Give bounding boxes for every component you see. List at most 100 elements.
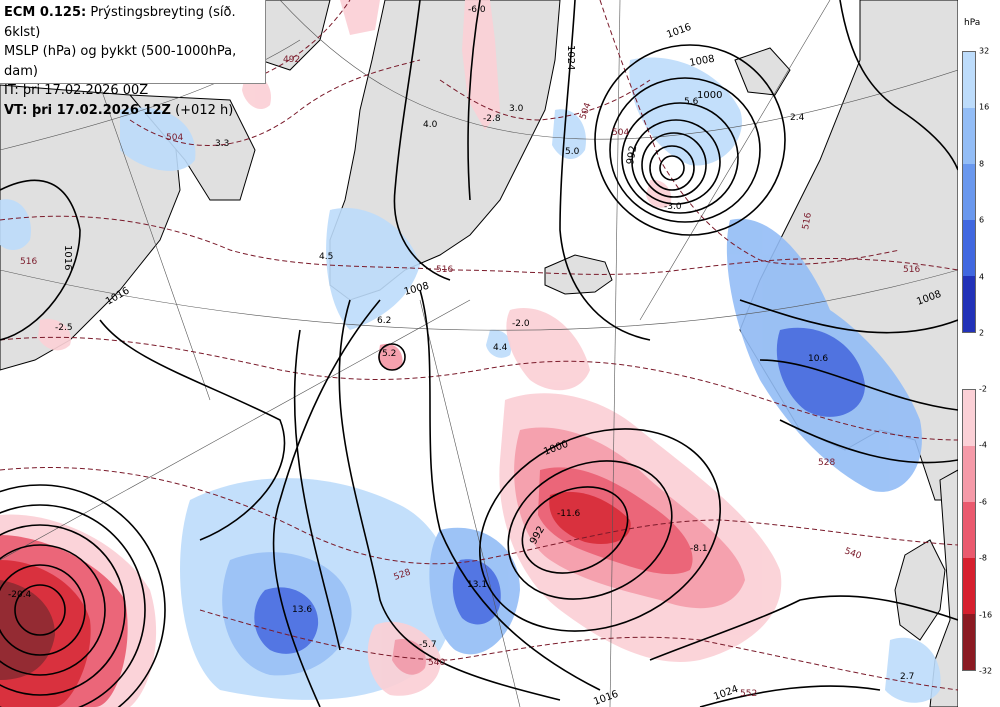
legend-tick: -6 bbox=[979, 497, 987, 507]
thickness-label: 540 bbox=[428, 658, 445, 668]
model-name: ECM 0.125: bbox=[4, 5, 87, 20]
color-legend: hPa 32 16 8 6 4 2 -2 -4 -6 -8 -16 -32 bbox=[958, 0, 1000, 707]
tendency-value: -2.0 bbox=[512, 319, 530, 329]
tendency-value: -11.6 bbox=[557, 509, 581, 519]
low-center-isobar bbox=[649, 145, 695, 191]
valid-time: VT: þri 17.02.2026 12Z bbox=[4, 102, 171, 118]
tendency-value: 3.0 bbox=[509, 104, 524, 114]
legend-tick: -2 bbox=[979, 384, 987, 394]
thickness-label: 516 bbox=[436, 265, 453, 275]
high-center-isobar bbox=[0, 544, 106, 676]
thickness-label: 492 bbox=[283, 55, 300, 65]
isobar-label: 1016 bbox=[665, 22, 693, 41]
fall-area bbox=[340, 0, 380, 35]
title-line: ECM 0.125: Prýstingsbreyting (síð. 6klst… bbox=[4, 3, 261, 42]
tendency-value: 4.5 bbox=[319, 252, 333, 262]
tendency-value: 5.2 bbox=[382, 349, 396, 359]
rise-area bbox=[776, 327, 865, 417]
fall-area bbox=[378, 343, 403, 371]
british-isles bbox=[894, 539, 946, 641]
svalbard-landmass bbox=[734, 47, 791, 96]
legend-tick: -4 bbox=[979, 440, 987, 450]
high-center-isobar bbox=[0, 484, 166, 707]
legend-tick: -16 bbox=[979, 610, 993, 620]
rise-area bbox=[629, 57, 742, 166]
isobar-contours bbox=[0, 0, 958, 707]
high-center-isobar bbox=[0, 524, 126, 696]
thickness-label: 516 bbox=[801, 212, 814, 231]
tendency-value: -2.5 bbox=[55, 323, 73, 333]
tendency-value: -6.0 bbox=[468, 5, 486, 15]
tendency-value: 5.6 bbox=[684, 97, 699, 107]
legend-unit: hPa bbox=[964, 18, 981, 28]
rise-area bbox=[486, 329, 512, 358]
low-iceland-isobar bbox=[521, 486, 629, 574]
map-info-box: ECM 0.125: Prýstingsbreyting (síð. 6klst… bbox=[0, 0, 266, 118]
low-center-isobar bbox=[659, 155, 685, 181]
low-iceland-isobar bbox=[479, 428, 721, 632]
tendency-value: 6.2 bbox=[377, 316, 391, 326]
thickness-label: 552 bbox=[740, 689, 757, 699]
rise-area bbox=[120, 107, 196, 171]
thickness-label: 504 bbox=[578, 101, 593, 121]
isobar-label: 1008 bbox=[689, 54, 716, 69]
low-center-isobar bbox=[594, 44, 786, 236]
isobar-label: 992 bbox=[625, 145, 639, 166]
legend-tick: 8 bbox=[979, 159, 985, 169]
weather-map: 1016 1024 1016 1008 1000 992 1008 1016 1… bbox=[0, 0, 958, 707]
rise-area bbox=[0, 199, 31, 250]
tendency-value: -20.4 bbox=[8, 590, 32, 600]
pressure-fall-shading bbox=[0, 0, 782, 707]
thickness-label: 516 bbox=[903, 265, 920, 275]
rise-area bbox=[326, 208, 420, 330]
low-iceland-isobar bbox=[507, 460, 673, 600]
rise-area bbox=[552, 109, 586, 160]
tendency-value: 4.4 bbox=[493, 343, 508, 353]
thickness-label: 516 bbox=[20, 257, 37, 267]
thickness-label: 504 bbox=[166, 133, 183, 143]
tendency-values: -6.0 -2.8 3.0 5.0 4.0 3.3 5.6 2.4 -3.0 4… bbox=[8, 5, 914, 682]
tendency-value: 4.0 bbox=[423, 120, 438, 130]
tendency-value: -2.8 bbox=[483, 114, 501, 124]
high-center-isobar bbox=[14, 584, 66, 636]
low-center-isobar bbox=[631, 119, 721, 205]
isobar-label: 1016 bbox=[592, 689, 620, 707]
lead-time: (+012 h) bbox=[175, 102, 234, 118]
fall-area bbox=[462, 0, 500, 130]
tendency-value: 13.1 bbox=[467, 580, 487, 590]
valid-line: VT: þri 17.02.2026 12Z (+012 h) bbox=[4, 101, 261, 121]
high-center-isobar bbox=[0, 504, 146, 707]
tendency-value: 5.0 bbox=[565, 147, 580, 157]
fall-area bbox=[38, 319, 71, 351]
isobar-label: 1016 bbox=[62, 245, 73, 270]
tendency-value: -5.7 bbox=[419, 640, 437, 650]
tendency-value: -3.0 bbox=[664, 202, 682, 212]
isobar-label: 1024 bbox=[565, 45, 576, 70]
isobar-label: 1000 bbox=[697, 90, 722, 101]
small-low-isobar bbox=[378, 343, 406, 371]
rise-colorbar bbox=[962, 51, 976, 333]
legend-tick: -32 bbox=[979, 666, 993, 676]
legend-tick: 32 bbox=[979, 46, 990, 56]
thickness-label: 540 bbox=[843, 546, 863, 561]
thickness-label: 528 bbox=[818, 458, 835, 468]
high-center-isobar bbox=[0, 564, 86, 656]
legend-tick: -8 bbox=[979, 553, 987, 563]
low-center-isobar bbox=[609, 77, 761, 223]
fall-area bbox=[506, 308, 590, 391]
legend-tick: 4 bbox=[979, 272, 985, 282]
legend-tick: 6 bbox=[979, 215, 985, 225]
low-center-isobar bbox=[641, 132, 707, 198]
thickness-labels: 492 504 504 516 516 516 516 528 528 540 … bbox=[20, 55, 920, 699]
tendency-value: 13.6 bbox=[292, 605, 312, 615]
europe-coast bbox=[929, 469, 958, 707]
legend-tick: 2 bbox=[979, 328, 985, 338]
fields-line: MSLP (hPa) og þykkt (500-1000hPa, dam) bbox=[4, 44, 237, 79]
tendency-value: -8.1 bbox=[690, 544, 708, 554]
tendency-value: 2.7 bbox=[900, 672, 914, 682]
low-center-isobar bbox=[621, 102, 739, 214]
product-name: Prýstingsbreyting (síð. 6klst) bbox=[4, 5, 236, 40]
tendency-value: 2.4 bbox=[790, 113, 805, 123]
rise-area bbox=[885, 637, 941, 703]
legend-tick: 16 bbox=[979, 102, 990, 112]
